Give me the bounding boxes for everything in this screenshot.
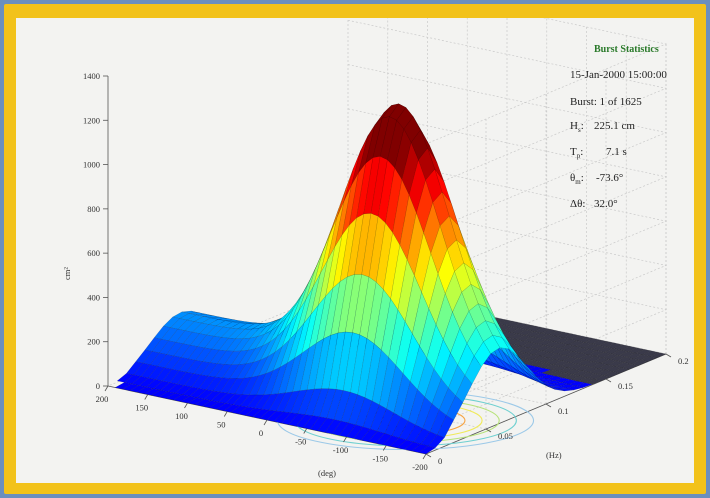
dir-tick-mark — [223, 411, 228, 417]
hs-value: 225.1 cm — [594, 120, 635, 132]
dir-tick-mark — [104, 385, 109, 392]
direction-axis-ticks: 200 150 100 50 0 -50 -100 -150 -200 — [96, 385, 428, 472]
z-axis-label: cm² — [62, 267, 72, 280]
dir-label: θ — [570, 172, 575, 184]
spread-label: Δθ: — [570, 198, 585, 210]
dir-tick-mark — [382, 445, 387, 451]
freq-tick-mark — [545, 403, 552, 408]
stats-spread: Δθ: 32.0° — [570, 198, 618, 210]
freq-tick-mark — [485, 428, 492, 433]
dir-tick-mark — [144, 394, 149, 400]
z-tick-label: 600 — [87, 248, 100, 258]
direction-axis-label: (deg) — [318, 468, 336, 478]
dir-sub: m — [575, 178, 581, 186]
dir-tick-label: 100 — [175, 411, 188, 421]
tp-sub: p — [577, 152, 581, 160]
dir-value: -73.6° — [596, 172, 623, 184]
freq-tick-label: 0.1 — [558, 406, 569, 416]
freq-tick-label: 0.15 — [618, 381, 633, 391]
tp-value: 7.1 s — [606, 146, 627, 158]
hs-label: H — [570, 120, 578, 132]
dir-tick-label: -150 — [372, 454, 388, 464]
stats-tp: Tp: 7.1 s — [570, 146, 627, 160]
dir-tick-mark — [422, 453, 427, 460]
dir-tick-label: 150 — [135, 403, 148, 413]
spectrum-surface — [114, 103, 667, 455]
dir-tick-mark — [263, 419, 268, 426]
dir-tick-label: 200 — [96, 394, 109, 404]
stats-dir: θm: -73.6° — [570, 172, 623, 186]
frequency-axis-label: (Hz) — [546, 450, 562, 460]
plot-panel: 0 200 400 600 800 1000 1200 1400 200 150 100 50 0 -5… — [16, 18, 694, 483]
tp-label: T — [570, 146, 577, 158]
dir-tick-mark — [303, 428, 308, 434]
dir-tick-label: 0 — [259, 428, 263, 438]
dir-tick-label: -100 — [333, 445, 349, 455]
stats-burst: Burst: 1 of 1625 — [570, 96, 642, 108]
spread-value: 32.0° — [594, 198, 618, 210]
dir-tick-label: -200 — [412, 462, 428, 472]
z-tick-label: 800 — [87, 204, 100, 214]
hs-sub: s — [578, 126, 581, 134]
freq-tick-label: 0.2 — [678, 356, 689, 366]
z-axis-ticks: 0 200 400 600 800 1000 1200 1400 — [83, 71, 108, 391]
dir-tick-label: 50 — [217, 420, 226, 430]
surface-plot: 0 200 400 600 800 1000 1200 1400 200 150 100 50 0 -5… — [62, 18, 689, 478]
z-tick-label: 200 — [87, 337, 100, 347]
freq-tick-label: 0 — [438, 456, 442, 466]
stats-date: 15-Jan-2000 15:00:00 — [570, 69, 667, 81]
frequency-axis-ticks: 0 0.05 0.1 0.15 0.2 — [425, 353, 689, 466]
dir-tick-mark — [343, 436, 347, 443]
dir-tick-mark — [184, 402, 188, 409]
burst-statistics: Burst Statistics 15-Jan-2000 15:00:00 Bu… — [570, 44, 667, 210]
freq-tick-mark — [605, 378, 612, 383]
stats-hs: Hs: 225.1 cm — [570, 120, 635, 134]
z-tick-label: 400 — [87, 292, 100, 302]
freq-tick-label: 0.05 — [498, 431, 513, 441]
freq-tick-mark — [425, 453, 432, 458]
z-tick-label: 1200 — [83, 115, 100, 125]
z-tick-label: 1400 — [83, 71, 100, 81]
z-tick-label: 0 — [96, 381, 100, 391]
dir-tick-label: -50 — [295, 437, 306, 447]
stats-title: Burst Statistics — [594, 44, 659, 55]
freq-tick-mark — [665, 353, 672, 358]
z-tick-label: 1000 — [83, 160, 100, 170]
